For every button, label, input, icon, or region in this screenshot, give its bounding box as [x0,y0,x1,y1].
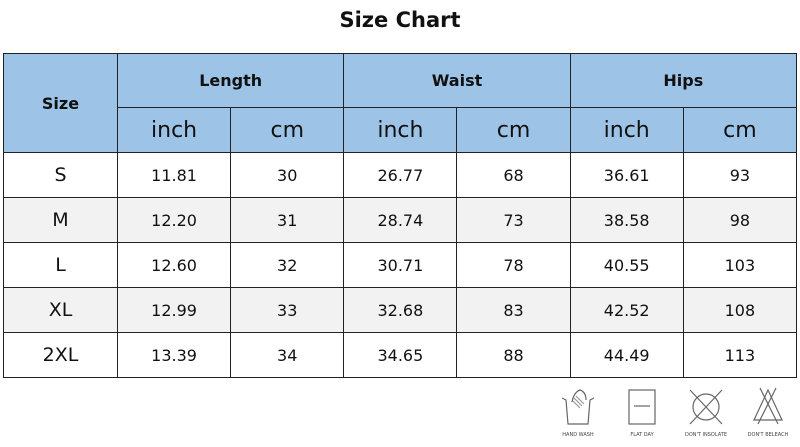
size-cell: 2XL [3,332,118,378]
value-cell: 13.39 [116,332,232,378]
value-cell: 31 [230,197,345,243]
table-row: M 12.20 31 28.74 73 38.58 98 [3,197,798,243]
value-cell: 44.49 [569,332,684,378]
header-unit: inch [569,107,684,153]
header-unit: inch [116,107,232,153]
value-cell: 38.58 [569,197,684,243]
care-symbol: HAND WASH [548,384,608,438]
value-cell: 36.61 [569,152,684,198]
value-cell: 42.52 [569,287,684,333]
dont-insolate-icon [676,384,736,428]
value-cell: 30.71 [343,242,458,288]
header-unit: cm [682,107,798,153]
care-label: FLAT DAY [630,432,654,438]
care-label: HAND WASH [562,432,594,438]
value-cell: 73 [456,197,571,243]
size-table: Size Length Waist Hips inch cm inch cm inch c… [3,53,798,378]
value-cell: 93 [682,152,798,198]
value-cell: 103 [682,242,798,288]
value-cell: 28.74 [343,197,458,243]
value-cell: 30 [230,152,345,198]
flat-dry-icon [612,384,672,428]
header-waist: Waist [343,53,571,108]
value-cell: 12.20 [116,197,232,243]
value-cell: 32.68 [343,287,458,333]
care-symbol: DON'T INSOLATE [676,384,736,438]
table-row: XL 12.99 33 32.68 83 42.52 108 [3,287,798,333]
page-title: Size Chart [339,8,461,32]
value-cell: 78 [456,242,571,288]
size-cell: M [3,197,118,243]
value-cell: 98 [682,197,798,243]
value-cell: 34.65 [343,332,458,378]
value-cell: 113 [682,332,798,378]
value-cell: 26.77 [343,152,458,198]
table-row: L 12.60 32 30.71 78 40.55 103 [3,242,798,288]
value-cell: 12.99 [116,287,232,333]
value-cell: 83 [456,287,571,333]
value-cell: 40.55 [569,242,684,288]
header-length: Length [116,53,345,108]
value-cell: 32 [230,242,345,288]
value-cell: 12.60 [116,242,232,288]
value-cell: 33 [230,287,345,333]
header-unit: cm [230,107,345,153]
care-symbol: FLAT DAY [612,384,672,438]
dont-bleach-icon [738,384,798,428]
header-unit: inch [343,107,458,153]
table-row: S 11.81 30 26.77 68 36.61 93 [3,152,798,198]
header-size: Size [3,53,118,153]
value-cell: 108 [682,287,798,333]
size-cell: L [3,242,118,288]
value-cell: 11.81 [116,152,232,198]
size-cell: S [3,152,118,198]
hand-wash-icon [548,384,608,428]
care-label: DON'T BELEACH [747,432,789,438]
value-cell: 68 [456,152,571,198]
size-cell: XL [3,287,118,333]
value-cell: 34 [230,332,345,378]
care-symbol: DON'T BELEACH [738,384,798,438]
value-cell: 88 [456,332,571,378]
header-hips: Hips [569,53,798,108]
header-unit: cm [456,107,571,153]
care-label: DON'T INSOLATE [684,432,727,438]
table-row: 2XL 13.39 34 34.65 88 44.49 113 [3,332,798,378]
